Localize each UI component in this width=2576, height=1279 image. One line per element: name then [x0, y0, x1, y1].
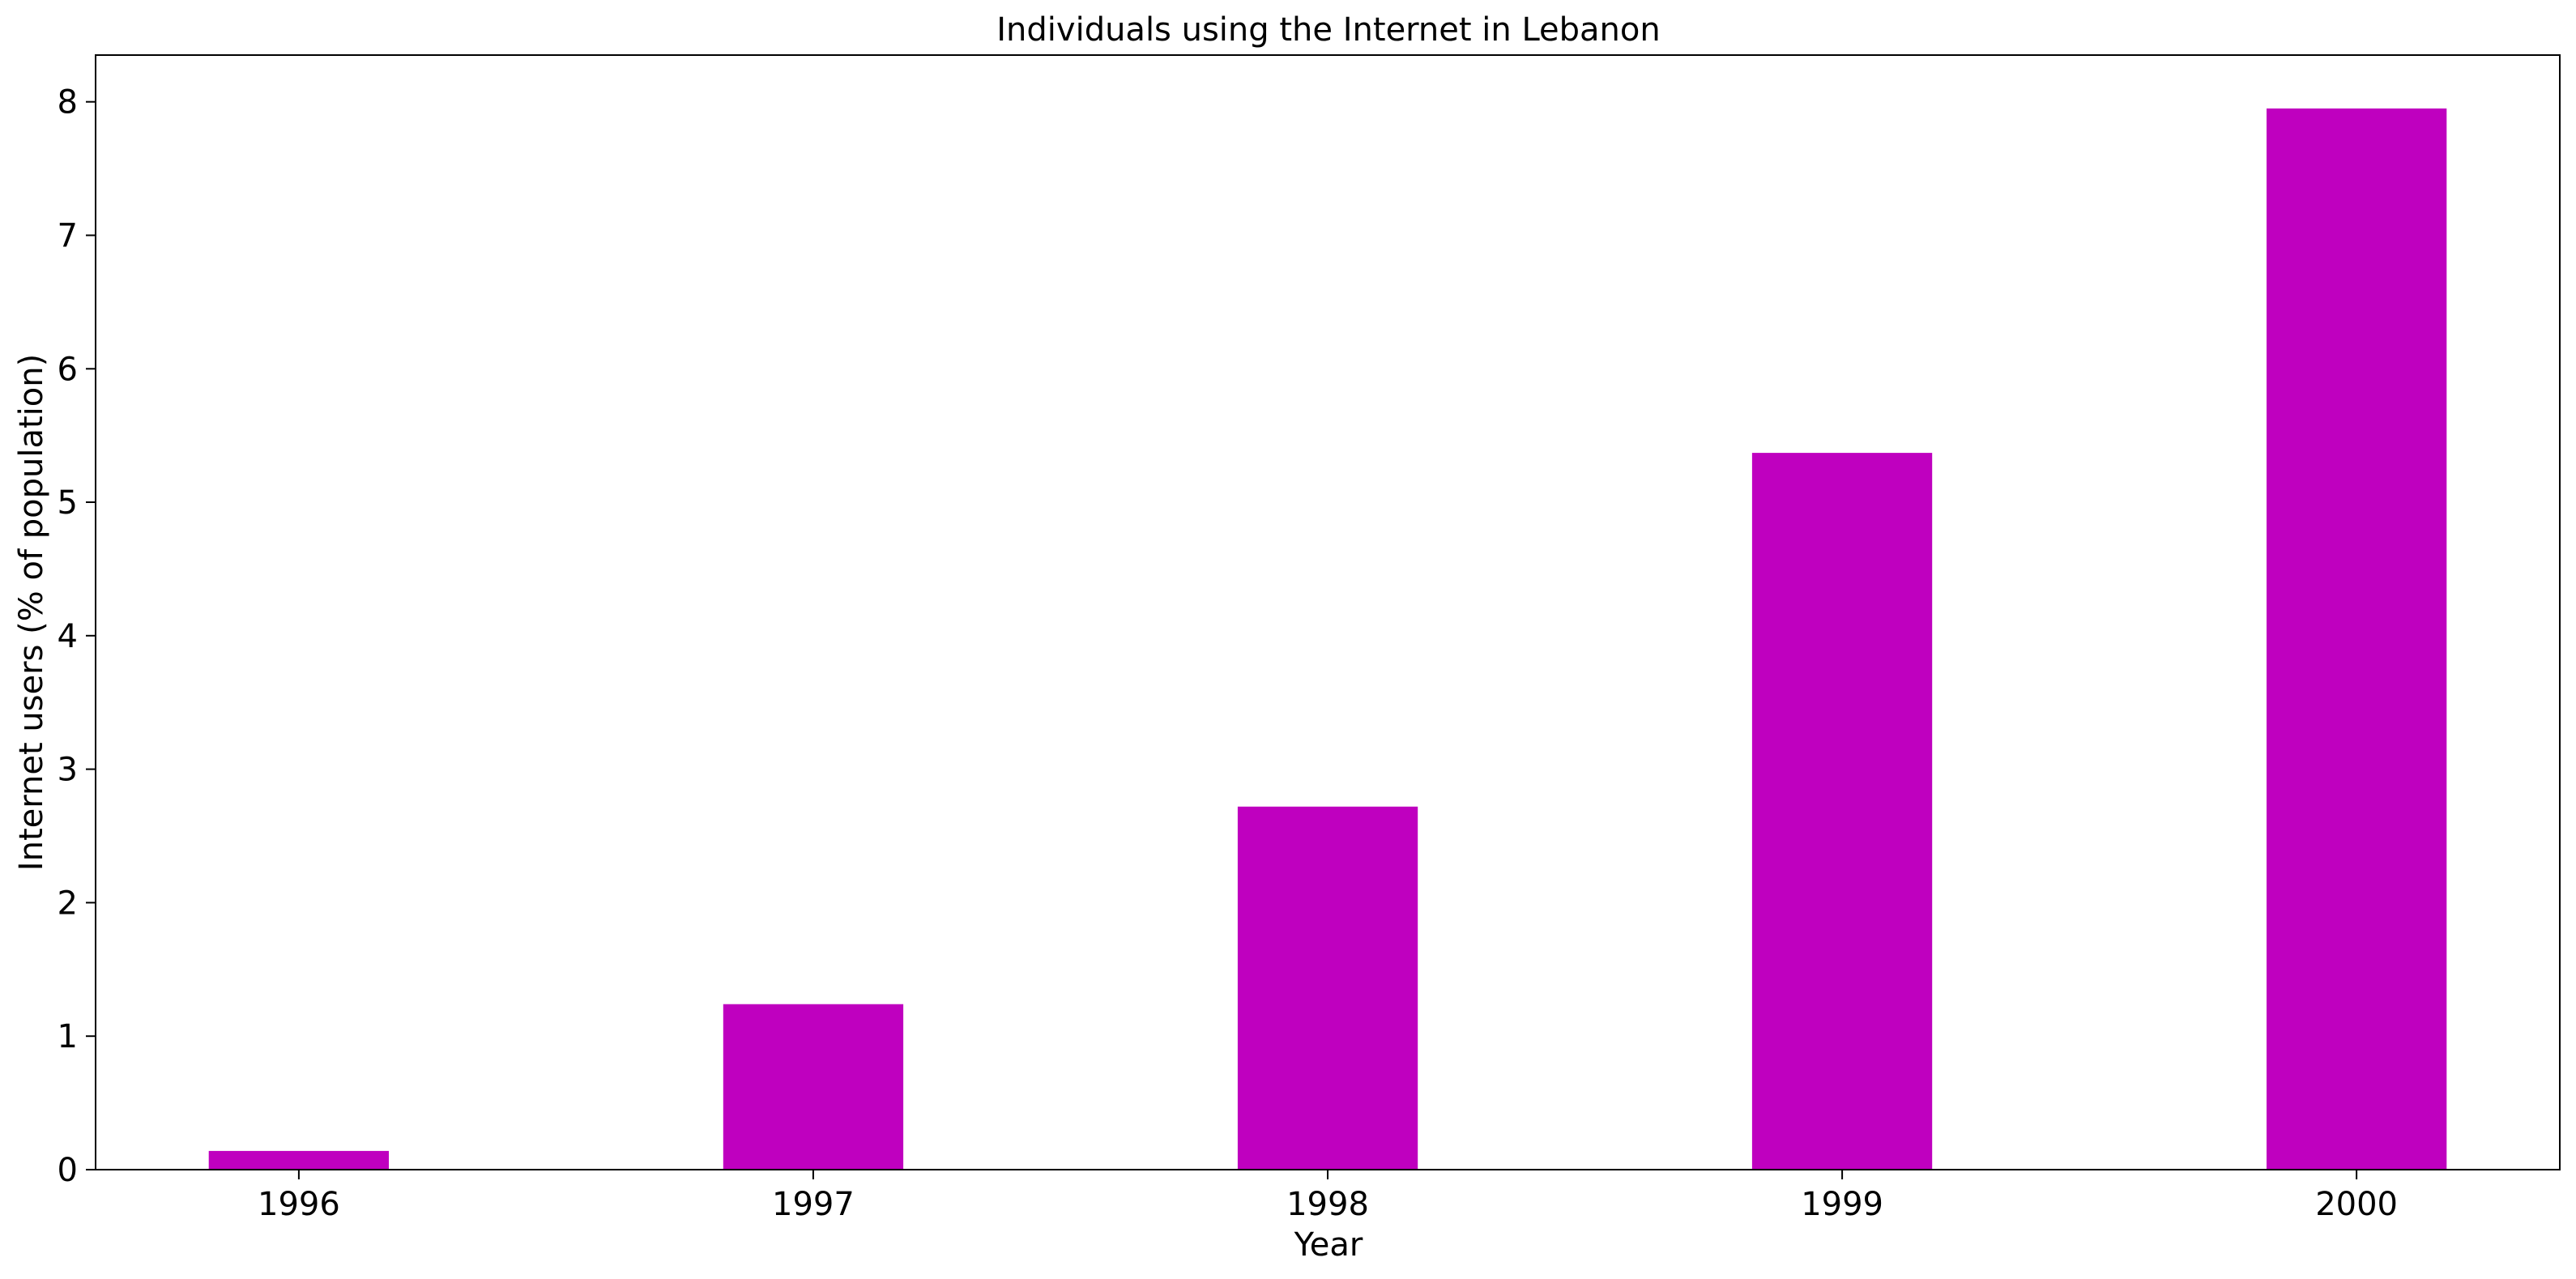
x-tick-label: 2000: [2315, 1186, 2398, 1223]
y-axis-ticks: 0 1 2 3 4 5 6 7 8: [58, 84, 96, 1189]
y-tick-label: 5: [58, 484, 78, 522]
bar-1996: [208, 1150, 389, 1170]
bar-2000: [2267, 108, 2447, 1170]
y-tick-label: 2: [58, 885, 78, 922]
x-tick-label: 1996: [258, 1186, 340, 1223]
x-axis-label: Year: [1294, 1226, 1363, 1264]
plot-area-frame: [95, 54, 2561, 1170]
y-tick-label: 4: [58, 618, 78, 655]
y-tick-label: 6: [58, 351, 78, 388]
bars-group: [208, 108, 2447, 1170]
y-tick-label: 1: [58, 1018, 78, 1055]
y-axis-label: Internet users (% of population): [13, 354, 50, 871]
x-tick-label: 1998: [1286, 1186, 1369, 1223]
chart-title: Individuals using the Internet in Lebano…: [996, 11, 1660, 49]
bar-1999: [1751, 453, 1933, 1170]
bar-1998: [1237, 806, 1418, 1170]
y-tick-label: 3: [58, 752, 78, 789]
y-tick-label: 0: [58, 1152, 78, 1189]
x-axis-ticks: 1996 1997 1998 1999 2000: [258, 1170, 2398, 1223]
y-tick-label: 8: [58, 84, 78, 122]
bar-1997: [723, 1004, 904, 1170]
x-tick-label: 1997: [772, 1186, 855, 1223]
x-tick-label: 1999: [1801, 1186, 1883, 1223]
y-tick-label: 7: [58, 218, 78, 255]
